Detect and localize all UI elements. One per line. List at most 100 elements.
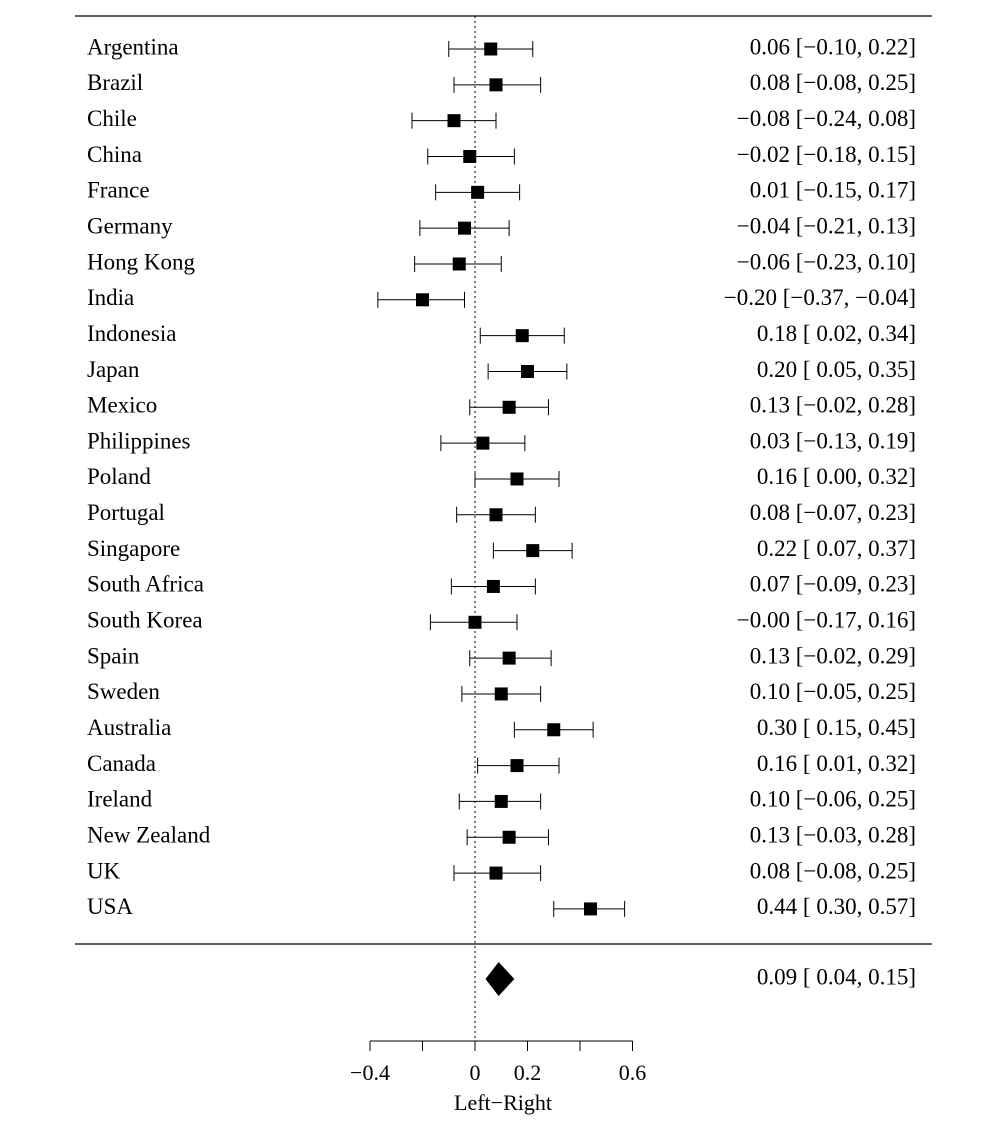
- point-estimate-marker: [486, 579, 500, 593]
- point-estimate-marker: [484, 42, 498, 56]
- study-row: Germany −0.04 [−0.21, 0.13]: [87, 213, 916, 238]
- study-row: Sweden 0.10 [−0.05, 0.25]: [87, 679, 916, 704]
- estimate-ci-text: 0.10 [−0.05, 0.25]: [750, 679, 916, 704]
- point-estimate-marker: [510, 472, 524, 486]
- study-row: Ireland 0.10 [−0.06, 0.25]: [87, 787, 916, 812]
- study-row: South Africa 0.07 [−0.09, 0.23]: [87, 572, 916, 597]
- study-label: South Korea: [87, 608, 203, 633]
- x-tick-label: 0.6: [619, 1060, 647, 1085]
- estimate-ci-text: 0.22 [ 0.07, 0.37]: [757, 536, 916, 561]
- study-label: Mexico: [87, 393, 157, 418]
- estimate-ci-text: −0.06 [−0.23, 0.10]: [737, 249, 916, 274]
- point-estimate-marker: [468, 615, 482, 629]
- study-row: UK 0.08 [−0.08, 0.25]: [87, 858, 916, 883]
- estimate-ci-text: 0.07 [−0.09, 0.23]: [750, 572, 916, 597]
- point-estimate-marker: [489, 866, 503, 880]
- x-tick-label: 0: [470, 1060, 481, 1085]
- study-row: Mexico 0.13 [−0.02, 0.28]: [87, 393, 916, 418]
- study-label: Brazil: [87, 70, 143, 95]
- study-label: New Zealand: [87, 823, 211, 848]
- study-row: Chile −0.08 [−0.24, 0.08]: [87, 106, 916, 131]
- study-label: Indonesia: [87, 321, 176, 346]
- estimate-ci-text: 0.20 [ 0.05, 0.35]: [757, 357, 916, 382]
- study-row: Australia 0.30 [ 0.15, 0.45]: [87, 715, 916, 740]
- estimate-ci-text: 0.10 [−0.06, 0.25]: [750, 787, 916, 812]
- study-label: Canada: [87, 751, 156, 776]
- study-row: Canada 0.16 [ 0.01, 0.32]: [87, 751, 916, 776]
- study-label: Ireland: [87, 787, 153, 812]
- study-row: China −0.02 [−0.18, 0.15]: [87, 142, 916, 167]
- point-estimate-marker: [489, 78, 503, 92]
- study-label: Spain: [87, 643, 140, 668]
- point-estimate-marker: [476, 436, 490, 450]
- study-label: South Africa: [87, 572, 204, 597]
- point-estimate-marker: [515, 329, 529, 343]
- estimate-ci-text: 0.13 [−0.02, 0.28]: [750, 393, 916, 418]
- point-estimate-marker: [526, 544, 540, 558]
- estimate-ci-text: 0.16 [ 0.01, 0.32]: [757, 751, 916, 776]
- estimate-ci-text: 0.13 [−0.02, 0.29]: [750, 643, 916, 668]
- study-row: Indonesia 0.18 [ 0.02, 0.34]: [87, 321, 916, 346]
- study-label: Chile: [87, 106, 137, 131]
- estimate-ci-text: 0.01 [−0.15, 0.17]: [750, 178, 916, 203]
- point-estimate-marker: [510, 759, 524, 773]
- study-row: Argentina 0.06 [−0.10, 0.22]: [87, 34, 916, 59]
- summary-diamond: [485, 962, 515, 996]
- point-estimate-marker: [521, 364, 534, 378]
- study-row: Singapore 0.22 [ 0.07, 0.37]: [87, 536, 916, 561]
- study-label: Germany: [87, 213, 173, 238]
- study-label: Sweden: [87, 679, 160, 704]
- x-axis-label: Left−Right: [454, 1090, 552, 1115]
- point-estimate-marker: [452, 257, 466, 271]
- study-rows: Argentina 0.06 [−0.10, 0.22] Brazil 0.08 [−…: [87, 34, 916, 919]
- study-row: USA 0.44 [ 0.30, 0.57]: [87, 894, 916, 919]
- estimate-ci-text: 0.08 [−0.08, 0.25]: [750, 858, 916, 883]
- estimate-ci-text: 0.30 [ 0.15, 0.45]: [757, 715, 916, 740]
- study-label: Philippines: [87, 428, 191, 453]
- point-estimate-marker: [502, 400, 516, 414]
- estimate-ci-text: 0.16 [ 0.00, 0.32]: [757, 464, 916, 489]
- study-row: South Korea −0.00 [−0.17, 0.16]: [87, 608, 916, 633]
- study-label: USA: [87, 894, 133, 919]
- estimate-ci-text: −0.08 [−0.24, 0.08]: [737, 106, 916, 131]
- estimate-ci-text: −0.00 [−0.17, 0.16]: [737, 608, 916, 633]
- point-estimate-marker: [471, 185, 485, 199]
- study-label: China: [87, 142, 142, 167]
- study-row: New Zealand 0.13 [−0.03, 0.28]: [87, 823, 916, 848]
- study-row: Portugal 0.08 [−0.07, 0.23]: [87, 500, 916, 525]
- estimate-ci-text: 0.06 [−0.10, 0.22]: [750, 34, 916, 59]
- point-estimate-marker: [447, 114, 461, 128]
- summary-row: 0.09 [ 0.04, 0.15]: [485, 962, 916, 996]
- study-row: Spain 0.13 [−0.02, 0.29]: [87, 643, 916, 668]
- x-axis: −0.4 0 0.2 0.6: [350, 1040, 647, 1085]
- estimate-ci-text: 0.13 [−0.03, 0.28]: [750, 823, 916, 848]
- study-label: France: [87, 178, 150, 203]
- estimate-ci-text: −0.20 [−0.37, −0.04]: [724, 285, 916, 310]
- study-label: India: [87, 285, 134, 310]
- summary-estimate-text: 0.09 [ 0.04, 0.15]: [757, 964, 916, 989]
- study-label: UK: [87, 858, 121, 883]
- study-label: Portugal: [87, 500, 165, 525]
- estimate-ci-text: 0.08 [−0.08, 0.25]: [750, 70, 916, 95]
- study-label: Poland: [87, 464, 151, 489]
- estimate-ci-text: −0.02 [−0.18, 0.15]: [737, 142, 916, 167]
- study-row: Hong Kong −0.06 [−0.23, 0.10]: [87, 249, 916, 274]
- study-row: India −0.20 [−0.37, −0.04]: [87, 285, 916, 310]
- estimate-ci-text: −0.04 [−0.21, 0.13]: [737, 213, 916, 238]
- x-tick-label: 0.2: [514, 1060, 542, 1085]
- study-label: Singapore: [87, 536, 180, 561]
- point-estimate-marker: [502, 830, 516, 844]
- point-estimate-marker: [584, 902, 597, 916]
- study-row: Brazil 0.08 [−0.08, 0.25]: [87, 70, 916, 95]
- point-estimate-marker: [547, 723, 561, 737]
- point-estimate-marker: [416, 293, 429, 307]
- estimate-ci-text: 0.18 [ 0.02, 0.34]: [757, 321, 916, 346]
- study-row: France 0.01 [−0.15, 0.17]: [87, 178, 916, 203]
- study-label: Argentina: [87, 34, 179, 59]
- point-estimate-marker: [489, 508, 503, 522]
- study-row: Poland 0.16 [ 0.00, 0.32]: [87, 464, 916, 489]
- study-label: Australia: [87, 715, 171, 740]
- estimate-ci-text: 0.08 [−0.07, 0.23]: [750, 500, 916, 525]
- study-row: Japan 0.20 [ 0.05, 0.35]: [87, 357, 916, 382]
